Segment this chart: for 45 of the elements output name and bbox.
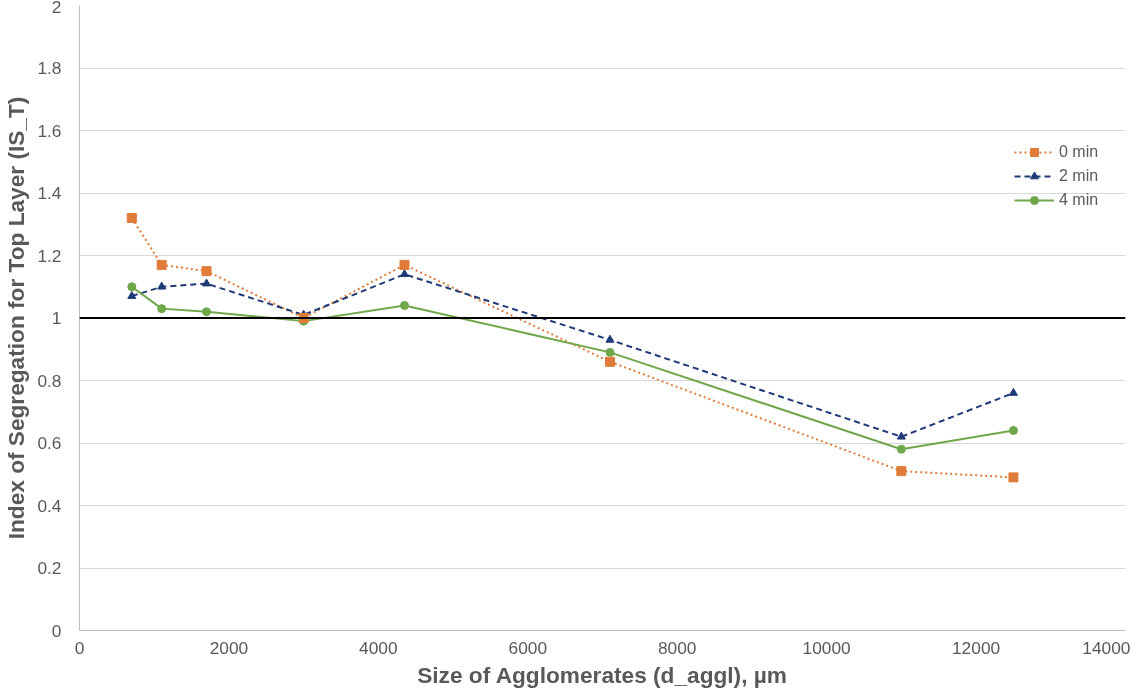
x-tick-label: 6000 [508,637,548,658]
y-tick-label: 0 [51,620,62,641]
point [126,213,137,223]
y-axis-title: Index of Segregation for Top Layer (IS_T) [3,96,30,540]
y-tick-label: 0.8 [37,370,62,391]
y-tick-label: 1 [51,308,62,328]
point [399,259,410,270]
point [1008,387,1018,396]
legend-label: 0 min [1059,143,1099,161]
y-tick-label: 1.4 [37,183,62,203]
point [157,304,167,314]
point [201,266,212,277]
y-tick-label: 0.4 [37,495,62,516]
point [202,307,212,317]
y-tick-label: 1.8 [37,58,62,78]
point [896,466,907,477]
x-tick-label: 12000 [951,637,1001,658]
point [896,444,906,454]
y-tick-label: 2 [51,0,62,17]
y-tick-label: 0.2 [37,558,62,578]
point [400,301,410,310]
point [605,334,615,343]
legend-label: 4 min [1059,191,1099,209]
point [1008,426,1018,435]
point [605,347,615,357]
x-tick-label: 4000 [359,637,398,658]
point [127,282,137,292]
x-tick-label: 0 [74,637,85,658]
point [604,356,615,367]
x-tick-label: 8000 [657,637,697,658]
point [127,291,137,299]
x-axis-title: Size of Agglomerates (d_aggl), µm [417,661,787,688]
point [896,431,906,440]
point [400,269,410,278]
point [202,278,212,287]
legend-label: 2 min [1059,167,1099,185]
x-tick-label: 10000 [802,637,851,658]
point [1008,472,1019,483]
y-tick-label: 1.6 [37,120,62,141]
y-tick-label: 0.6 [37,433,62,453]
x-tick-label: 14000 [1082,637,1131,658]
point [157,281,167,290]
x-tick-label: 2000 [209,637,249,658]
y-tick-label: 1.2 [37,245,62,266]
point [156,259,167,270]
